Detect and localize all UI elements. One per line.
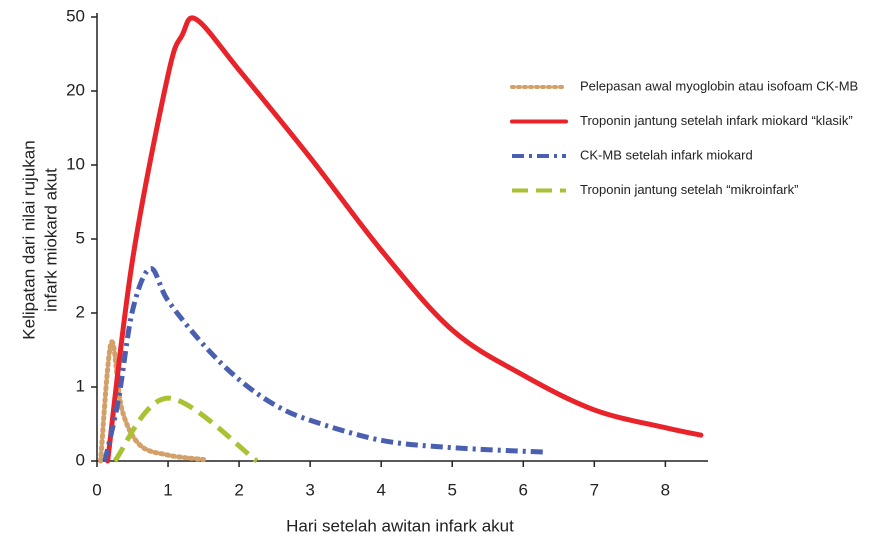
series-line bbox=[112, 395, 259, 464]
y-axis-label: infark miokard akut bbox=[41, 168, 60, 312]
x-tick-label: 2 bbox=[234, 480, 243, 499]
legend-label: Troponin jantung setelah “mikroinfark” bbox=[580, 182, 798, 197]
y-tick-label: 10 bbox=[66, 154, 85, 173]
x-tick-label: 4 bbox=[376, 480, 385, 499]
legend-label: Pelepasan awal myoglobin atau isofoam CK… bbox=[580, 78, 858, 93]
x-tick-label: 8 bbox=[661, 480, 670, 499]
y-tick-label: 50 bbox=[66, 6, 85, 25]
series-line bbox=[105, 15, 704, 464]
series-line bbox=[102, 266, 545, 462]
y-tick-label: 20 bbox=[66, 80, 85, 99]
y-tick-label: 2 bbox=[76, 302, 85, 321]
x-tick-label: 1 bbox=[163, 480, 172, 499]
x-tick-label: 3 bbox=[305, 480, 314, 499]
y-tick-label: 1 bbox=[76, 376, 85, 395]
x-axis-label: Hari setelah awitan infark akut bbox=[286, 516, 514, 535]
x-tick-label: 5 bbox=[447, 480, 456, 499]
legend-label: CK-MB setelah infark miokard bbox=[580, 147, 753, 162]
x-tick-label: 0 bbox=[92, 480, 101, 499]
x-tick-label: 7 bbox=[590, 480, 599, 499]
x-tick-label: 6 bbox=[519, 480, 528, 499]
y-tick-label: 5 bbox=[76, 228, 85, 247]
legend-label: Troponin jantung setelah infark miokard … bbox=[580, 113, 853, 128]
y-axis-label: Kelipatan dari nilai rujukan bbox=[19, 140, 38, 339]
series-line bbox=[98, 339, 207, 464]
y-tick-label: 0 bbox=[76, 450, 85, 469]
